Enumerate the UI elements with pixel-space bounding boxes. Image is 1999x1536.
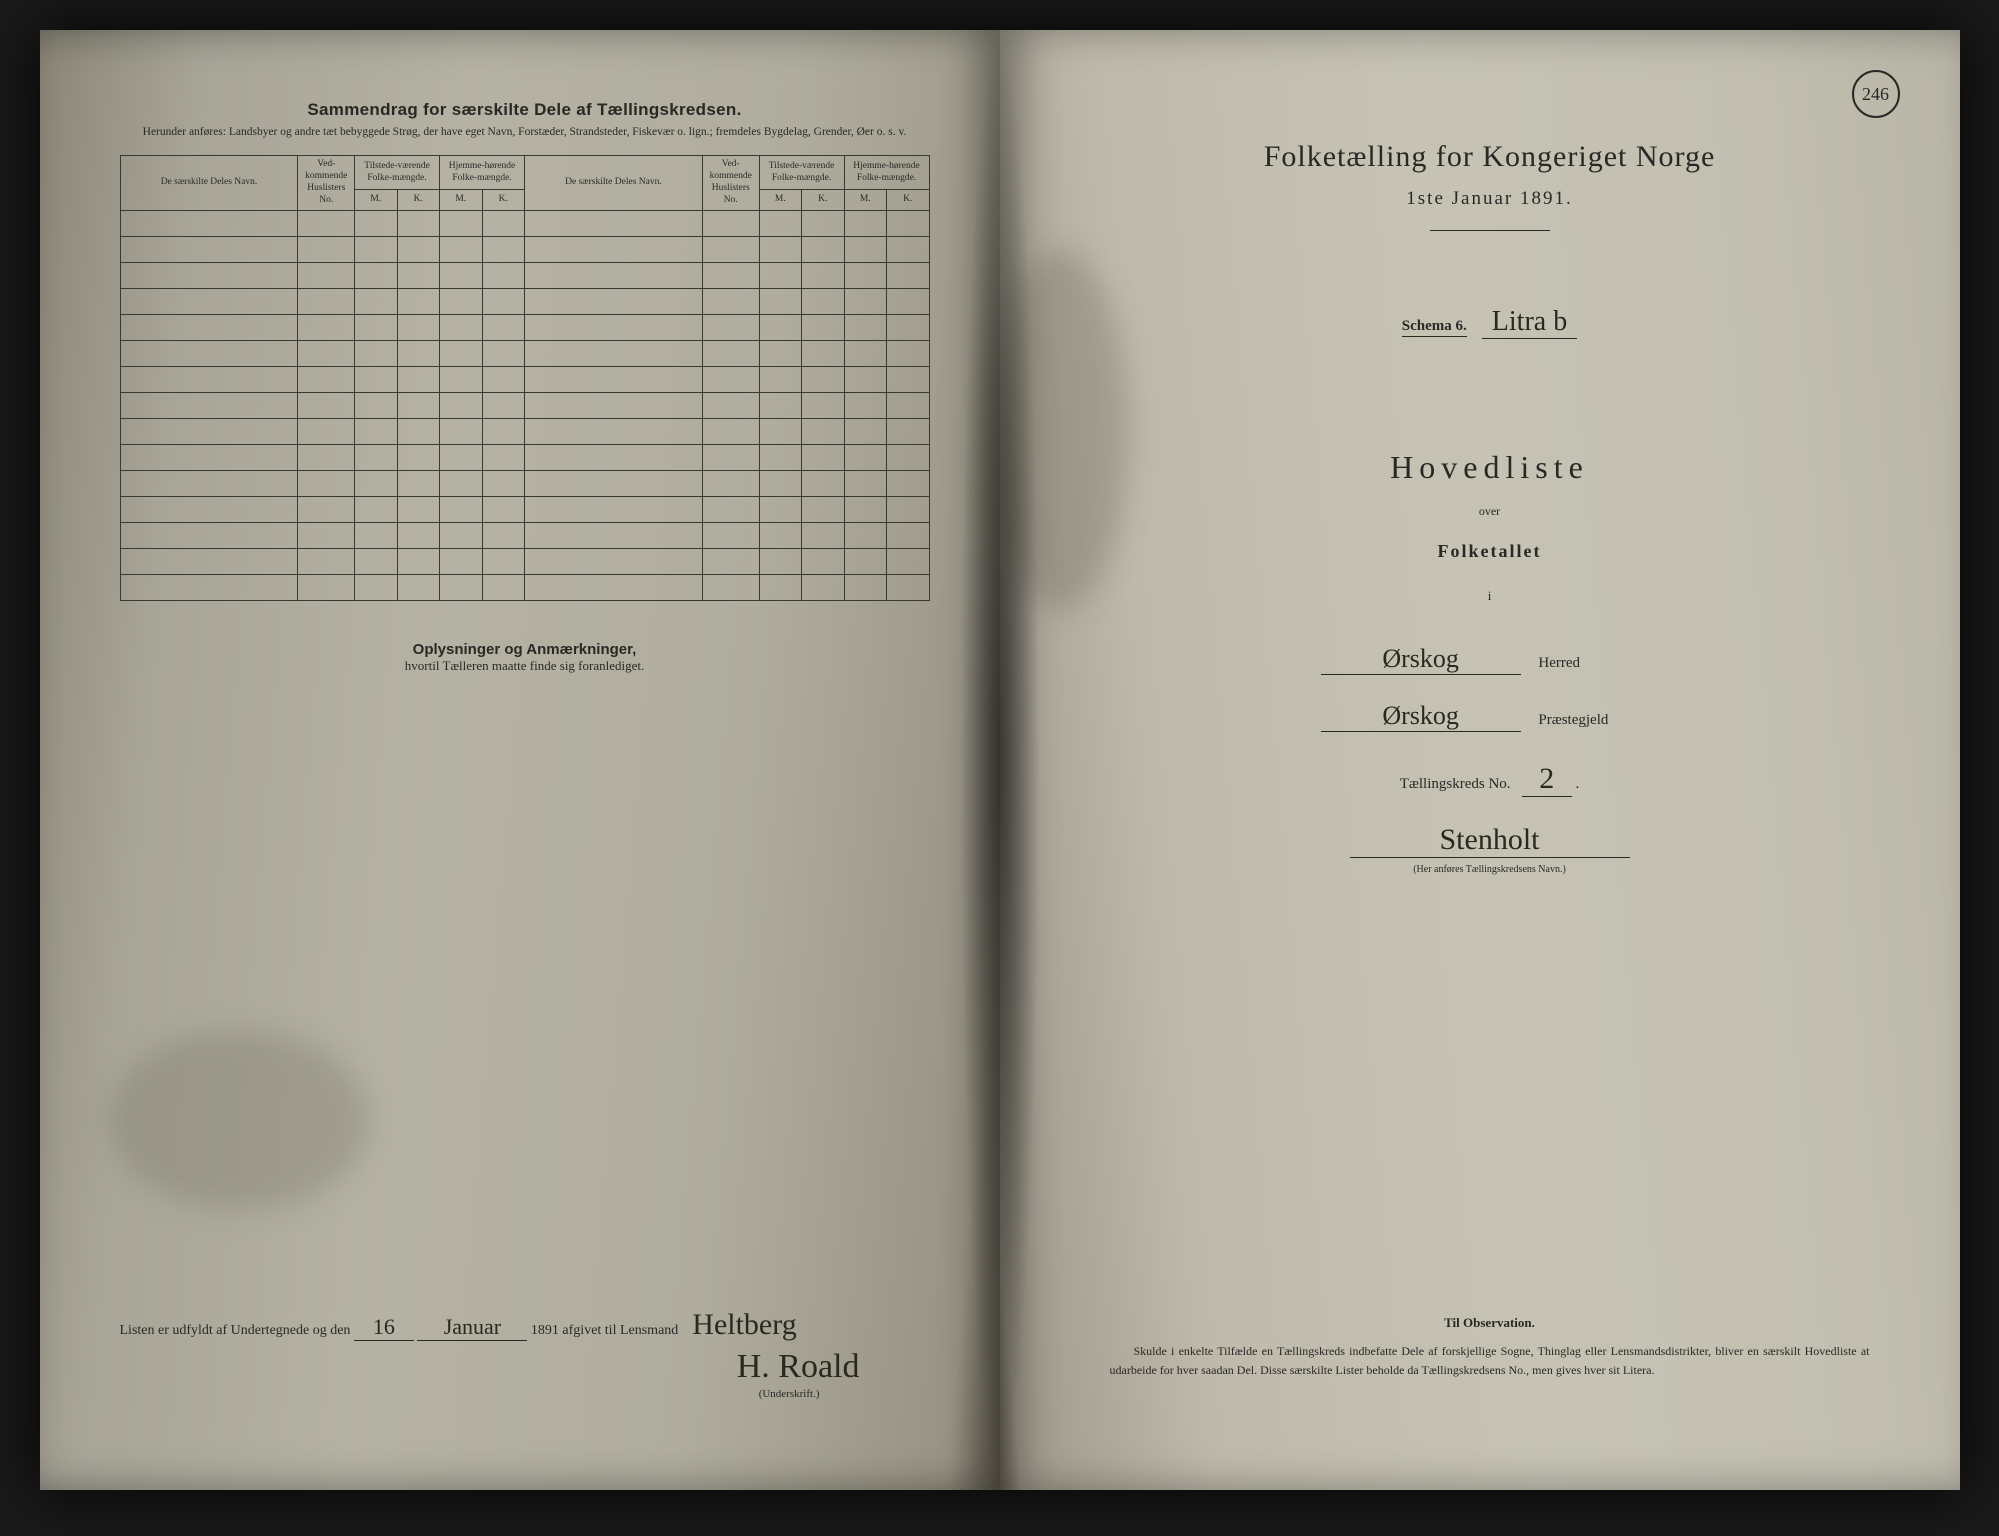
th-m: M. [355, 190, 397, 211]
table-row [120, 236, 929, 262]
th-name1: De særskilte Deles Navn. [120, 156, 298, 211]
over-label: over [1110, 504, 1870, 519]
th-m: M. [759, 190, 801, 211]
signature-block: Listen er udfyldt af Undertegnede og den… [120, 1308, 920, 1400]
table-row [120, 444, 929, 470]
signature-1: Heltberg [692, 1308, 796, 1342]
location-fields: Ørskog Herred Ørskog Præstegjeld [1110, 644, 1870, 732]
litra-value: Litra b [1482, 306, 1577, 339]
schema-line: Schema 6. Litra b [1110, 306, 1870, 339]
table-row [120, 210, 929, 236]
i-label: i [1110, 588, 1870, 604]
observation-title: Til Observation. [1110, 1313, 1870, 1334]
remarks-subtitle: hvortil Tælleren maatte finde sig foranl… [120, 658, 930, 674]
table-row [120, 340, 929, 366]
hovedliste-title: Hovedliste [1110, 449, 1870, 486]
table-row [120, 392, 929, 418]
table-row [120, 470, 929, 496]
signature-2: H. Roald [737, 1348, 860, 1386]
th-name2: De særskilte Deles Navn. [524, 156, 702, 211]
book-spread: Sammendrag for særskilte Dele af Tælling… [40, 30, 1960, 1490]
th-k: K. [886, 190, 929, 211]
census-title: Folketælling for Kongeriget Norge [1110, 140, 1870, 174]
th-m: M. [440, 190, 482, 211]
listen-day: 16 [354, 1314, 414, 1341]
table-row [120, 366, 929, 392]
kreds-small-label: (Her anføres Tællingskredsens Navn.) [1110, 864, 1870, 875]
praeste-label: Præstegjeld [1538, 712, 1658, 729]
left-header-subtitle: Herunder anføres: Landsbyer og andre tæt… [120, 124, 930, 141]
left-header-title: Sammendrag for særskilte Dele af Tælling… [120, 100, 930, 120]
herred-value: Ørskog [1382, 644, 1459, 674]
th-hjemme1: Hjemme-hørende Folke-mængde. [440, 156, 525, 190]
kreds-name-line: Stenholt [1110, 823, 1870, 858]
folketallet-label: Folketallet [1110, 541, 1870, 562]
th-k: K. [482, 190, 524, 211]
th-husl2: Ved-kommende Huslisters No. [702, 156, 759, 211]
schema-label: Schema 6. [1402, 318, 1467, 337]
th-husl1: Ved-kommende Huslisters No. [298, 156, 355, 211]
kreds-label: Tællingskreds No. [1400, 776, 1511, 792]
observation-block: Til Observation. Skulde i enkelte Tilfæl… [1110, 1313, 1870, 1380]
census-date: 1ste Januar 1891. [1110, 188, 1870, 210]
right-page: 246 Folketælling for Kongeriget Norge 1s… [1000, 30, 1960, 1490]
th-m: M. [844, 190, 886, 211]
kreds-dot: . [1576, 776, 1580, 792]
remarks-title: Oplysninger og Anmærkninger, [120, 641, 930, 658]
summary-table: De særskilte Deles Navn. Ved-kommende Hu… [120, 155, 930, 601]
table-row [120, 522, 929, 548]
table-row [120, 418, 929, 444]
table-row [120, 548, 929, 574]
left-page: Sammendrag for særskilte Dele af Tælling… [40, 30, 1000, 1490]
th-k: K. [397, 190, 439, 211]
page-number-circle: 246 [1852, 70, 1900, 118]
table-row [120, 262, 929, 288]
th-hjemme2: Hjemme-hørende Folke-mængde. [844, 156, 929, 190]
listen-year: 1891 afgivet til Lensmand [531, 1323, 678, 1338]
listen-month: Januar [417, 1314, 527, 1341]
th-tilstede2: Tilstede-værende Folke-mængde. [759, 156, 844, 190]
kreds-line: Tællingskreds No. 2 . [1110, 762, 1870, 797]
kreds-no: 2 [1522, 762, 1572, 797]
left-header: Sammendrag for særskilte Dele af Tælling… [120, 100, 930, 141]
kreds-name: Stenholt [1439, 823, 1539, 857]
listen-prefix: Listen er udfyldt af Undertegnede og den [120, 1323, 351, 1338]
th-k: K. [802, 190, 844, 211]
table-body [120, 210, 929, 600]
herred-label: Herred [1538, 655, 1658, 672]
signature-under-label: (Underskrift.) [120, 1388, 820, 1400]
th-tilstede1: Tilstede-værende Folke-mængde. [355, 156, 440, 190]
table-row [120, 574, 929, 600]
page-number: 246 [1862, 84, 1889, 105]
praeste-value: Ørskog [1382, 701, 1459, 731]
observation-text: Skulde i enkelte Tilfælde en Tællingskre… [1110, 1342, 1870, 1380]
table-row [120, 314, 929, 340]
table-row [120, 496, 929, 522]
table-row [120, 288, 929, 314]
remarks-section: Oplysninger og Anmærkninger, hvortil Tæl… [120, 641, 930, 674]
